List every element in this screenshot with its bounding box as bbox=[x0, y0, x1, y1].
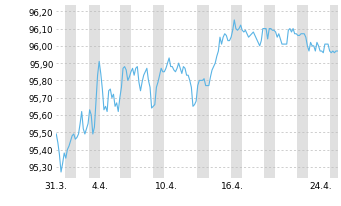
Bar bbox=[297, 6, 308, 178]
Bar bbox=[231, 6, 242, 178]
Bar bbox=[89, 6, 100, 178]
Bar bbox=[197, 6, 208, 178]
Bar bbox=[65, 6, 76, 178]
Bar bbox=[264, 6, 275, 178]
Bar bbox=[330, 6, 338, 178]
Bar bbox=[153, 6, 164, 178]
Bar bbox=[120, 6, 131, 178]
